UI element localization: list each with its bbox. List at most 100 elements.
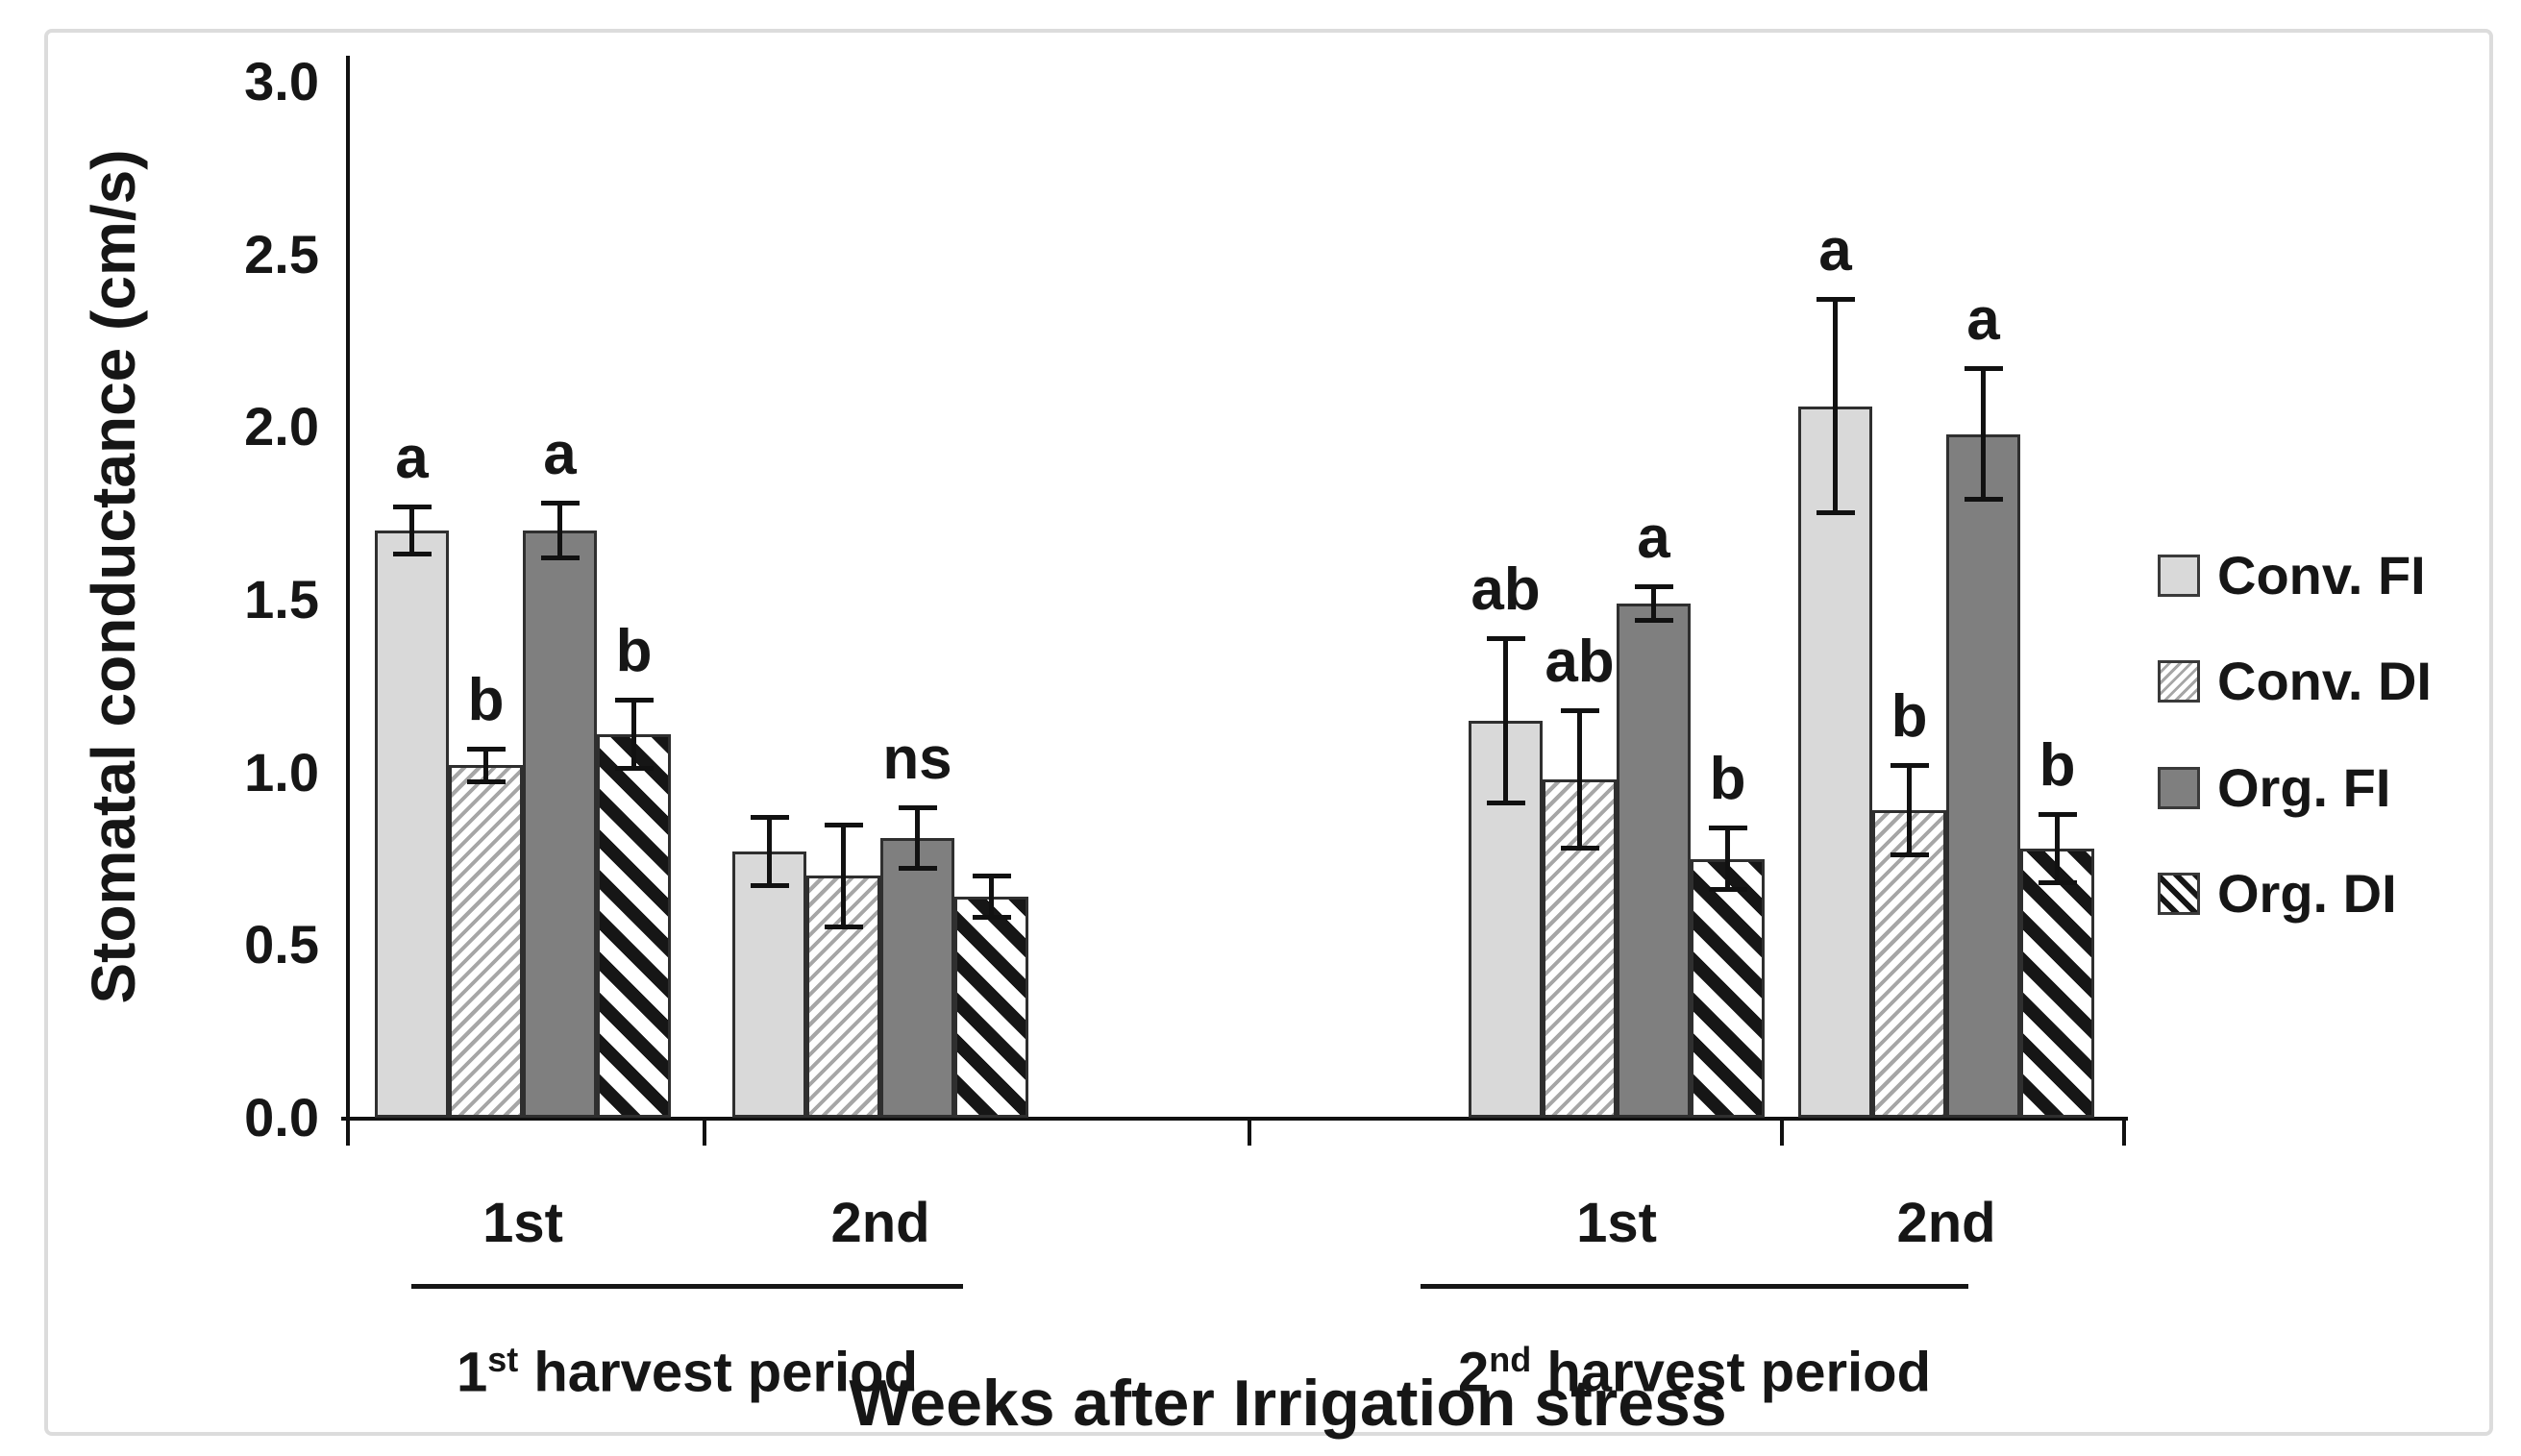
week-label: 2nd bbox=[1896, 1192, 1996, 1254]
bar-org-fi-group1 bbox=[523, 531, 597, 1118]
legend-label-org-fi: Org. FI bbox=[2217, 757, 2391, 818]
error-bar-cap-bottom bbox=[1486, 801, 1525, 805]
y-tick-label: 2.0 bbox=[244, 396, 319, 457]
error-bar-line bbox=[1651, 585, 1656, 621]
error-bar-cap-bottom bbox=[1816, 510, 1855, 516]
bar-conv-fi-group2 bbox=[732, 851, 806, 1118]
x-axis-tick-2 bbox=[1248, 1120, 1251, 1146]
significance-letter: ns bbox=[882, 725, 952, 792]
bar-conv-fi-group3 bbox=[1469, 720, 1543, 1118]
period-label: 2nd harvest period bbox=[1457, 1340, 1932, 1404]
error-bar-cap-bottom bbox=[972, 914, 1011, 920]
x-axis-tick-1 bbox=[703, 1120, 706, 1146]
legend-label-org-di: Org. DI bbox=[2217, 863, 2397, 924]
week-label: 2nd bbox=[830, 1192, 930, 1254]
error-bar-line bbox=[557, 503, 562, 558]
bar-org-fi-group3 bbox=[1617, 603, 1691, 1118]
y-tick-label: 3.0 bbox=[244, 51, 319, 111]
error-bar-cap-top bbox=[1890, 763, 1929, 769]
error-bar-cap-bottom bbox=[750, 883, 789, 889]
error-bar-cap-bottom bbox=[614, 766, 654, 772]
error-bar-cap-bottom bbox=[540, 555, 580, 560]
x-axis-title: Weeks after Irrigation stress bbox=[849, 1367, 1727, 1440]
significance-letter: b bbox=[1709, 746, 1746, 813]
error-bar-cap-top bbox=[392, 504, 432, 509]
bar-org-di-group1 bbox=[597, 734, 671, 1118]
significance-letter: a bbox=[1818, 217, 1852, 284]
significance-letter: a bbox=[1637, 504, 1670, 571]
error-bar-line bbox=[483, 748, 488, 783]
significance-letter: a bbox=[1966, 286, 2000, 354]
error-bar-line bbox=[409, 506, 414, 555]
significance-letter: b bbox=[2039, 731, 2076, 799]
bar-org-di-group3 bbox=[1691, 858, 1765, 1118]
error-bar-cap-top bbox=[1634, 583, 1673, 589]
error-bar-cap-top bbox=[824, 822, 863, 827]
error-bar-cap-top bbox=[750, 815, 789, 821]
error-bar-line bbox=[1725, 827, 1730, 890]
error-bar-cap-top bbox=[1964, 366, 2003, 372]
bar-org-fi-group4 bbox=[1946, 433, 2020, 1118]
error-bar-line bbox=[2055, 813, 2060, 883]
week-label: 1st bbox=[1576, 1192, 1657, 1254]
legend-swatch-conv-di bbox=[2158, 660, 2200, 703]
error-bar-cap-top bbox=[540, 501, 580, 506]
error-bar-line bbox=[1833, 299, 1838, 514]
error-bar-line bbox=[841, 824, 846, 928]
error-bar-cap-top bbox=[1816, 297, 1855, 303]
error-bar-cap-top bbox=[898, 804, 937, 810]
significance-letter: b bbox=[615, 618, 653, 685]
significance-letter: b bbox=[1891, 683, 1928, 751]
period-underline bbox=[411, 1284, 963, 1289]
bar-org-di-group4 bbox=[2020, 848, 2094, 1118]
error-bar-cap-bottom bbox=[898, 866, 937, 872]
bar-org-fi-group2 bbox=[880, 837, 954, 1118]
y-tick-label: 0.0 bbox=[244, 1087, 319, 1148]
y-axis-line bbox=[346, 56, 350, 1122]
error-bar-cap-top bbox=[2038, 811, 2077, 817]
error-bar-cap-bottom bbox=[1560, 845, 1599, 851]
error-bar-line bbox=[915, 806, 920, 870]
error-bar-cap-top bbox=[1486, 635, 1525, 641]
error-bar-line bbox=[1907, 765, 1912, 855]
error-bar-cap-top bbox=[1560, 707, 1599, 713]
significance-letter: ab bbox=[1471, 555, 1541, 623]
error-bar-cap-bottom bbox=[1964, 496, 2003, 502]
y-tick-label: 0.5 bbox=[244, 914, 319, 975]
x-axis-tick-0 bbox=[346, 1120, 350, 1146]
significance-letter: a bbox=[543, 421, 577, 488]
legend-label-conv-fi: Conv. FI bbox=[2217, 545, 2426, 605]
period-label: 1st harvest period bbox=[456, 1340, 919, 1404]
legend-label-conv-di: Conv. DI bbox=[2217, 651, 2432, 711]
error-bar-line bbox=[1503, 637, 1508, 803]
bar-conv-fi-group1 bbox=[375, 531, 449, 1118]
error-bar-line bbox=[1577, 709, 1582, 849]
error-bar-cap-bottom bbox=[1634, 617, 1673, 623]
error-bar-cap-top bbox=[1708, 826, 1747, 831]
week-label: 1st bbox=[482, 1192, 563, 1254]
error-bar-cap-bottom bbox=[392, 552, 432, 557]
y-tick-label: 2.5 bbox=[244, 223, 319, 284]
y-tick-label: 1.5 bbox=[244, 569, 319, 629]
error-bar-line bbox=[1981, 368, 1986, 500]
error-bar-cap-top bbox=[466, 746, 506, 752]
error-bar-line bbox=[989, 876, 994, 918]
x-axis-tick-3 bbox=[1780, 1120, 1784, 1146]
bar-org-di-group2 bbox=[954, 897, 1028, 1118]
significance-letter: a bbox=[395, 424, 429, 491]
error-bar-line bbox=[767, 817, 772, 887]
bar-conv-di-group4 bbox=[1872, 810, 1946, 1118]
legend-swatch-conv-fi bbox=[2158, 555, 2200, 597]
legend-swatch-org-fi bbox=[2158, 767, 2200, 809]
significance-letter: ab bbox=[1545, 628, 1615, 695]
error-bar-cap-bottom bbox=[824, 925, 863, 930]
error-bar-cap-bottom bbox=[1890, 851, 1929, 857]
x-axis-tick-4 bbox=[2122, 1120, 2126, 1146]
x-axis-line bbox=[341, 1117, 2128, 1121]
error-bar-cap-bottom bbox=[2038, 879, 2077, 885]
significance-letter: b bbox=[467, 666, 505, 733]
bar-conv-di-group1 bbox=[449, 765, 523, 1118]
y-tick-label: 1.0 bbox=[244, 741, 319, 802]
error-bar-line bbox=[631, 700, 636, 770]
